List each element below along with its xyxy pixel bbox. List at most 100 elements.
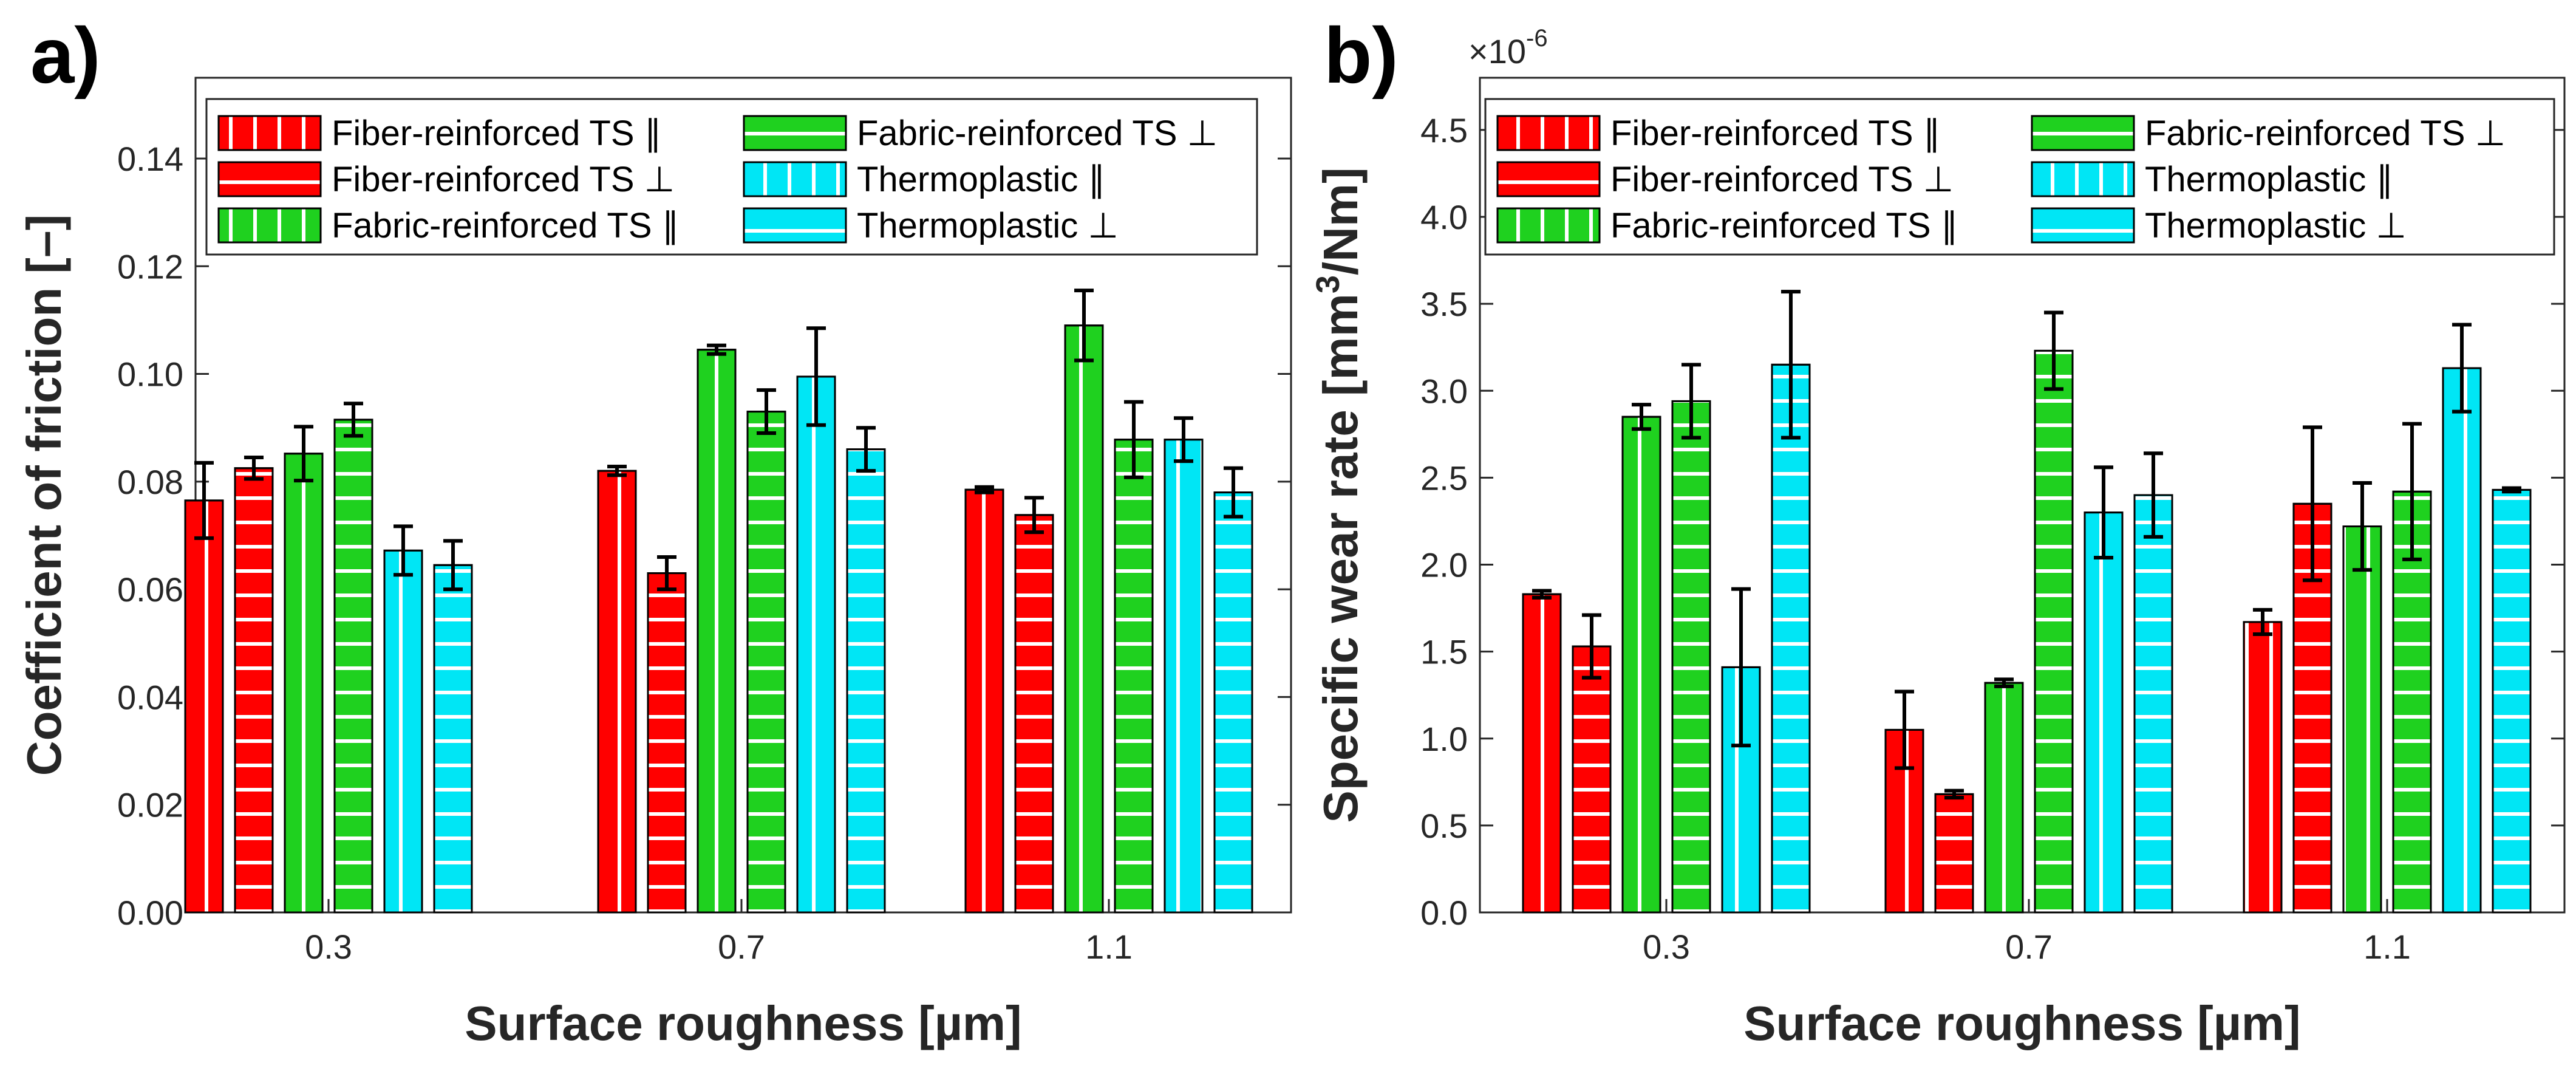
bar-hatch <box>234 467 274 914</box>
error-bar <box>806 326 826 427</box>
error-bar <box>1781 290 1801 440</box>
bar-hatch <box>1572 645 1612 914</box>
x-tick-label: 1.1 <box>1085 928 1133 966</box>
y-tick-label: 0.0 <box>1420 894 1468 932</box>
bar-hatch <box>2084 511 2124 914</box>
bar-hatch <box>1984 682 2024 914</box>
y-tick-label: 3.5 <box>1420 285 1468 323</box>
y-tick-label: 0.02 <box>117 786 183 824</box>
legend-item: Thermoplastic ⊥ <box>743 206 1119 245</box>
bar-hatch <box>2492 488 2532 914</box>
legend-label: Fabric-reinforced TS ∥ <box>1610 206 1958 245</box>
error-bar <box>1074 289 1094 363</box>
legend-label: Fabric-reinforced TS ∥ <box>332 206 680 245</box>
error-bar <box>294 425 313 483</box>
error-bar <box>1174 416 1193 463</box>
y-tick-label: 0.10 <box>117 355 183 394</box>
error-bar <box>1224 466 1243 519</box>
y-tick-label: 0.08 <box>117 463 183 501</box>
error-bar <box>975 485 994 494</box>
panel-label: a) <box>30 11 101 100</box>
error-bar <box>1632 403 1651 431</box>
bar-hatch <box>2442 367 2482 914</box>
error-bar <box>2094 465 2113 560</box>
legend-item: Fabric-reinforced TS ⊥ <box>2031 114 2506 153</box>
error-bar <box>244 455 264 481</box>
legend-label: Fiber-reinforced TS ⊥ <box>1610 160 1954 199</box>
error-bar <box>657 555 676 592</box>
axis-exponent: ×10-6 <box>1468 25 1548 70</box>
y-axis-label: Coefficient of friction [–] <box>17 214 71 776</box>
bar-hatch <box>1934 793 1974 914</box>
bar-hatch <box>333 419 373 914</box>
x-axis-label: Surface roughness [µm] <box>465 996 1021 1050</box>
legend-item: Fiber-reinforced TS ∥ <box>217 114 662 153</box>
error-bar <box>443 539 463 592</box>
error-bar <box>1532 589 1552 600</box>
x-axis-label: Surface roughness [µm] <box>1743 996 2300 1050</box>
y-tick-label: 0.14 <box>117 140 183 178</box>
error-bar <box>757 388 776 436</box>
legend-label: Thermoplastic ⊥ <box>2145 206 2407 245</box>
bar-hatch <box>846 448 886 914</box>
error-bar <box>1731 587 1751 748</box>
error-bar <box>2502 486 2521 494</box>
error-bar <box>344 402 363 438</box>
error-bar <box>607 465 627 477</box>
y-tick-label: 1.0 <box>1420 720 1468 758</box>
y-tick-label: 0.06 <box>117 570 183 609</box>
legend: Fiber-reinforced TS ∥ Fiber-reinforced TS… <box>1484 98 2555 256</box>
error-bar <box>856 426 876 473</box>
bar-hatch <box>1213 491 1253 914</box>
error-bar <box>1895 689 1914 770</box>
legend-label: Fiber-reinforced TS ⊥ <box>332 160 675 199</box>
y-tick-label: 0.5 <box>1420 807 1468 845</box>
bar-hatch <box>184 499 224 914</box>
error-bar <box>1944 788 1964 800</box>
legend-label: Thermoplastic ∥ <box>2145 160 2393 199</box>
y-tick-label: 1.5 <box>1420 633 1468 671</box>
bar-hatch <box>647 572 687 914</box>
y-axis-label: Specific wear rate [mm3/Nm] <box>1310 167 1368 823</box>
error-bar <box>707 343 726 356</box>
bar-hatch <box>383 549 423 914</box>
error-bar <box>2353 481 2372 572</box>
bar-hatch <box>2342 525 2382 914</box>
legend-item: Fiber-reinforced TS ∥ <box>1496 114 1941 153</box>
bar-hatch <box>1671 400 1711 914</box>
error-bar <box>1024 496 1044 535</box>
bar-hatch <box>433 564 473 914</box>
legend-item: Fabric-reinforced TS ⊥ <box>743 114 1218 153</box>
y-tick-label: 4.0 <box>1420 198 1468 236</box>
y-tick-label: 0.04 <box>117 678 183 716</box>
legend-label: Fabric-reinforced TS ⊥ <box>857 114 1218 153</box>
bar-hatch <box>1522 593 1562 914</box>
bar-hatch <box>2243 621 2283 914</box>
panel-b-wear-rate-chart: 0.0 0.5 1.0 1.5 2.0 2.5 3.0 3.5 4.0 4.5 0.3 0.7 1.1 F… <box>1310 11 2566 1050</box>
x-tick-label: 0.3 <box>305 928 352 966</box>
legend-item: Fabric-reinforced TS ∥ <box>217 206 680 245</box>
bar-hatch <box>964 488 1004 914</box>
legend-label: Fabric-reinforced TS ⊥ <box>2145 114 2506 153</box>
x-tick-label: 0.7 <box>718 928 765 966</box>
bar-hatch <box>284 453 324 914</box>
legend-item: Fabric-reinforced TS ∥ <box>1496 206 1958 245</box>
bar-hatch <box>1164 439 1204 914</box>
bar-hatch <box>1621 416 1661 914</box>
error-bar <box>194 460 214 540</box>
panel-a-friction-chart: 0.00 0.02 0.04 0.06 0.08 0.10 0.12 0.14 0.3 0.7 1.… <box>17 11 1292 1050</box>
panel-label: b) <box>1324 11 1399 100</box>
bar-hatch <box>2133 494 2173 914</box>
y-tick-label: 4.5 <box>1420 111 1468 149</box>
error-bar <box>2144 451 2163 539</box>
bar-hatch <box>2034 349 2074 914</box>
x-tick-label: 1.1 <box>2363 928 2411 966</box>
legend-item: Fiber-reinforced TS ⊥ <box>1496 160 1954 199</box>
bar-hatch <box>796 375 836 914</box>
y-tick-label: 0.12 <box>117 247 183 286</box>
error-bar <box>2452 323 2472 414</box>
bar-hatch <box>1771 363 1811 914</box>
legend-item: Thermoplastic ∥ <box>743 160 1105 199</box>
legend-label: Thermoplastic ⊥ <box>857 206 1119 245</box>
x-tick-label: 0.7 <box>2005 928 2053 966</box>
